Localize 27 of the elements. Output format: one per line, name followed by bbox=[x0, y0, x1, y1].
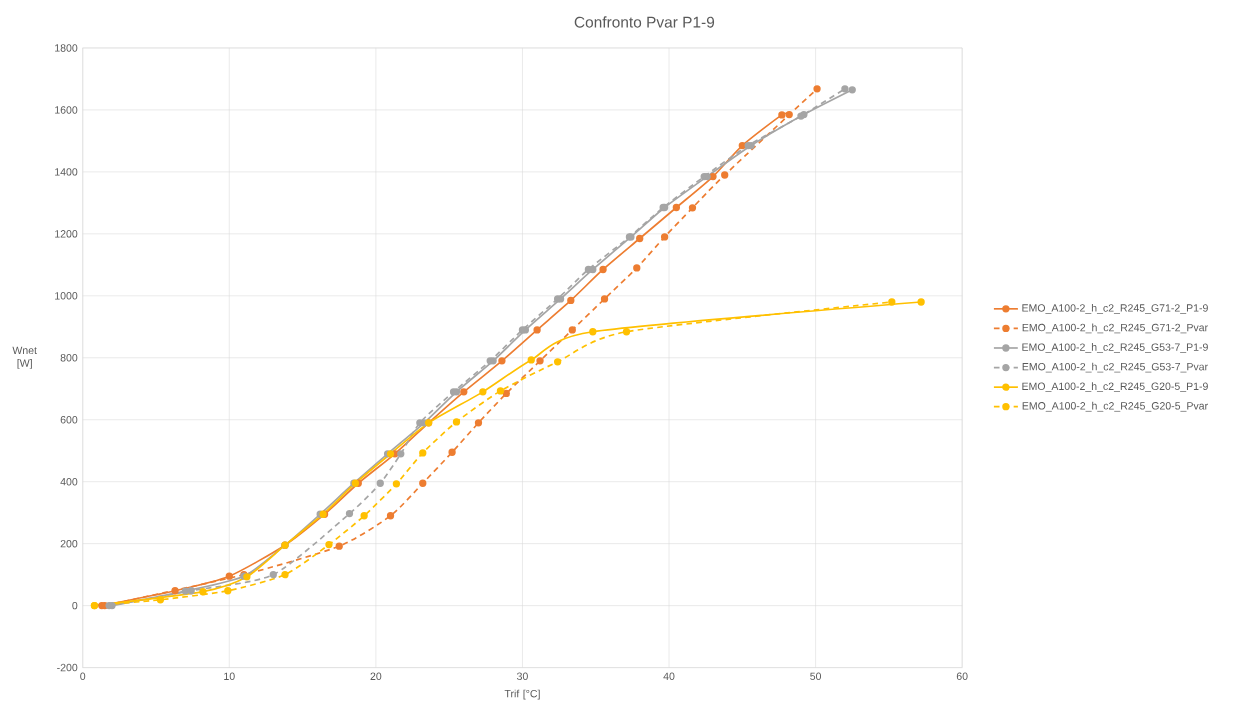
x-axis-title: Trif [°C] bbox=[504, 689, 540, 700]
x-tick-label: 50 bbox=[810, 672, 822, 680]
y-axis-title: Wnet [W] bbox=[12, 346, 37, 369]
x-tick-label: 60 bbox=[956, 672, 968, 680]
y-tick-label: 800 bbox=[60, 353, 78, 362]
legend-label: EMO_A100-2_h_c2_R245_G71-2_Pvar bbox=[1022, 323, 1208, 334]
legend-label: EMO_A100-2_h_c2_R245_G53-7_P1-9 bbox=[1022, 343, 1208, 353]
x-tick-label: 20 bbox=[370, 672, 382, 680]
legend-label: EMO_A100-2_h_c2_R245_G20-5_P1-9 bbox=[1022, 382, 1208, 392]
y-tick-label: 400 bbox=[60, 477, 78, 486]
y-tick-label: 1600 bbox=[55, 106, 78, 114]
y-tick-label: 1400 bbox=[55, 168, 78, 176]
x-tick-label: 30 bbox=[516, 672, 528, 680]
y-tick-label: 1200 bbox=[55, 230, 78, 238]
chart-title: Confronto Pvar P1-9 bbox=[574, 16, 715, 28]
x-tick-label: 10 bbox=[224, 672, 235, 680]
legend-label: EMO_A100-2_h_c2_R245_G20-5_Pvar bbox=[1022, 401, 1208, 412]
y-tick-label: 1800 bbox=[55, 44, 78, 52]
y-tick-label: 600 bbox=[60, 415, 78, 424]
legend-label: EMO_A100-2_h_c2_R245_G71-2_P1-9 bbox=[1022, 303, 1208, 314]
y-tick-label: 0 bbox=[72, 601, 78, 610]
legend-label: EMO_A100-2_h_c2_R245_G53-7_Pvar bbox=[1022, 362, 1208, 373]
x-tick-label: 0 bbox=[80, 672, 86, 680]
y-tick-label: -200 bbox=[57, 663, 78, 672]
y-tick-label: 200 bbox=[60, 539, 78, 548]
y-tick-label: 1000 bbox=[55, 292, 78, 300]
x-tick-label: 40 bbox=[663, 672, 675, 680]
